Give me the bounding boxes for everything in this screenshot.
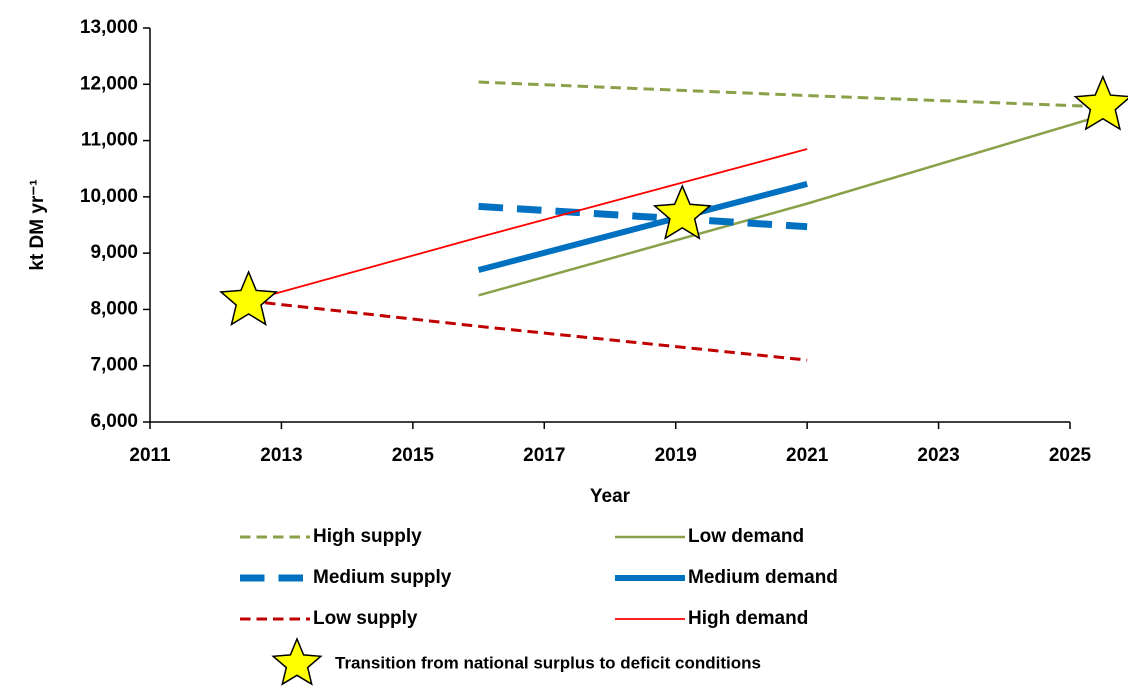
series-line: [248, 299, 808, 362]
legend-label: Medium supply: [313, 567, 452, 588]
x-tick-label: 2023: [917, 445, 959, 466]
y-tick-label: 6,000: [90, 411, 138, 432]
x-tick-label: 2025: [1049, 445, 1092, 466]
y-axis-label: kt DM yr⁻¹: [27, 179, 48, 270]
series-line: [478, 202, 808, 231]
x-tick-label: 2013: [260, 445, 302, 466]
series-line: [248, 148, 808, 302]
transition-star: [652, 183, 712, 240]
y-tick-label: 10,000: [80, 186, 138, 207]
legend-label: High demand: [688, 608, 808, 629]
legend-label: Low supply: [313, 608, 418, 629]
y-tick-label: 9,000: [90, 242, 138, 263]
transition-star: [219, 270, 279, 326]
legend-label: Low demand: [688, 526, 804, 547]
y-tick-label: 13,000: [80, 17, 138, 38]
x-tick-label: 2021: [786, 445, 829, 466]
x-tick-label: 2015: [392, 445, 435, 466]
y-tick-label: 8,000: [90, 298, 138, 319]
legend-label: Transition from national surplus to defi…: [335, 653, 761, 672]
series-line: [478, 114, 1104, 297]
transition-star: [1073, 74, 1128, 131]
y-tick-label: 11,000: [81, 130, 138, 151]
y-tick-label: 12,000: [80, 73, 138, 94]
y-tick-label: 7,000: [90, 355, 138, 376]
series-line: [477, 181, 808, 273]
legend-star: [271, 637, 323, 686]
legend-label: High supply: [313, 526, 422, 547]
x-tick-label: 2019: [655, 445, 697, 466]
x-axis-label: Year: [590, 486, 631, 507]
x-tick-label: 2011: [129, 445, 171, 466]
legend-label: Medium demand: [688, 567, 838, 588]
series-line: [478, 80, 1103, 109]
x-tick-label: 2017: [523, 445, 565, 466]
